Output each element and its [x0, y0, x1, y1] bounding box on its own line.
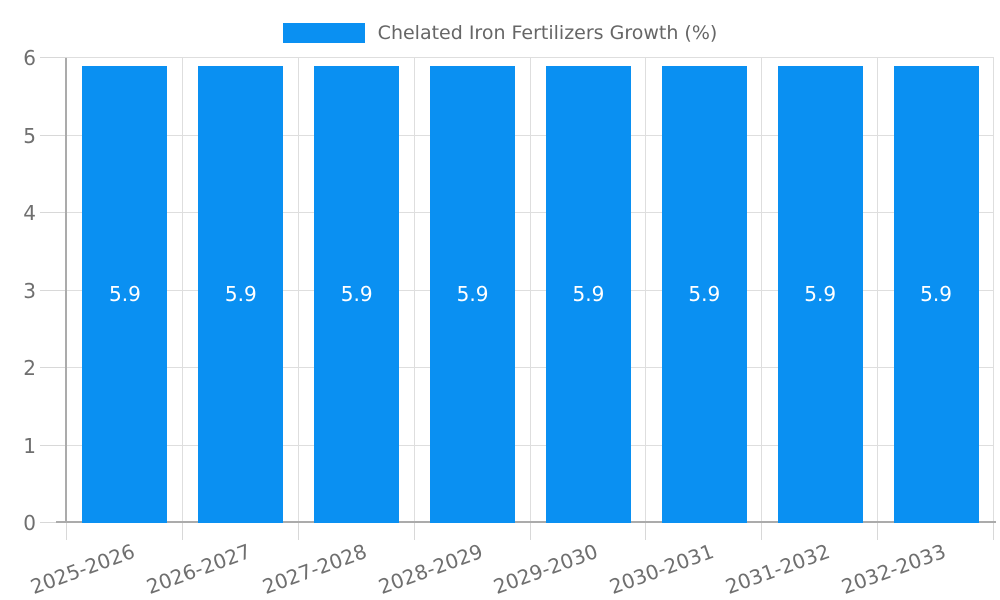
bar	[430, 65, 516, 523]
gridline-horizontal	[67, 212, 994, 213]
x-tick-mark	[413, 523, 415, 540]
x-tick-mark	[66, 523, 67, 540]
gridline-vertical	[529, 58, 531, 523]
x-tick-label: 2029-2030	[490, 539, 602, 599]
gridline-vertical	[993, 58, 994, 523]
x-tick-label: 2032-2033	[838, 539, 949, 599]
x-tick-mark	[645, 523, 647, 540]
x-tick-label: 2025-2026	[27, 539, 138, 599]
bar	[198, 65, 284, 523]
bar-value-label: 5.9	[109, 282, 141, 307]
bar	[777, 65, 863, 523]
gridline-vertical	[413, 58, 415, 523]
legend-label: Chelated Iron Fertilizers Growth (%)	[377, 22, 718, 44]
bar-value-label: 5.9	[340, 282, 373, 307]
legend-swatch	[282, 23, 365, 43]
y-tick-mark	[40, 134, 67, 136]
y-axis-line	[65, 58, 67, 523]
x-axis-line	[56, 521, 996, 523]
x-tick-mark	[297, 523, 299, 540]
y-tick-label: 2	[23, 356, 36, 380]
gridline-horizontal	[67, 444, 994, 446]
x-tick-mark	[529, 523, 531, 540]
x-tick-label: 2028-2029	[374, 539, 486, 599]
legend: Chelated Iron Fertilizers Growth (%)	[0, 20, 1000, 46]
y-tick-label: 4	[23, 201, 36, 225]
y-tick-mark	[40, 367, 67, 368]
bar-value-label: 5.9	[688, 282, 721, 307]
x-tick-label: 2030-2031	[606, 539, 718, 599]
gridline-vertical	[877, 58, 879, 523]
y-tick-label: 5	[23, 123, 36, 148]
y-tick-label: 1	[23, 433, 36, 458]
x-tick-mark	[993, 523, 994, 540]
y-tick-mark	[40, 57, 67, 58]
y-tick-mark	[40, 444, 67, 446]
bar	[893, 65, 979, 523]
y-tick-label: 3	[23, 278, 36, 303]
y-tick-mark	[40, 522, 67, 523]
gridline-horizontal	[67, 134, 994, 136]
x-tick-label: 2026-2027	[143, 539, 254, 599]
bar	[82, 65, 168, 523]
gridline-horizontal	[67, 289, 994, 291]
bar-value-label: 5.9	[456, 282, 489, 307]
x-tick-mark	[761, 523, 763, 540]
bar-value-label: 5.9	[572, 282, 605, 307]
x-tick-mark	[181, 523, 183, 540]
gridline-vertical	[761, 58, 763, 523]
bar-value-label: 5.9	[920, 282, 952, 307]
gridline-vertical	[297, 58, 299, 523]
x-tick-label: 2027-2028	[258, 539, 370, 599]
x-tick-mark	[877, 523, 879, 540]
bar	[661, 65, 747, 523]
y-tick-label: 6	[23, 46, 36, 70]
bar-value-label: 5.9	[804, 282, 837, 307]
gridline-vertical	[645, 58, 647, 523]
gridline-horizontal	[67, 367, 994, 368]
gridline-horizontal	[67, 57, 994, 58]
x-tick-label: 2031-2032	[722, 539, 834, 599]
y-tick-label: 0	[23, 511, 36, 535]
y-tick-mark	[40, 289, 67, 291]
bar	[545, 65, 631, 523]
y-tick-mark	[40, 212, 67, 213]
bar-value-label: 5.9	[224, 282, 257, 307]
gridline-vertical	[181, 58, 183, 523]
bar	[314, 65, 400, 523]
